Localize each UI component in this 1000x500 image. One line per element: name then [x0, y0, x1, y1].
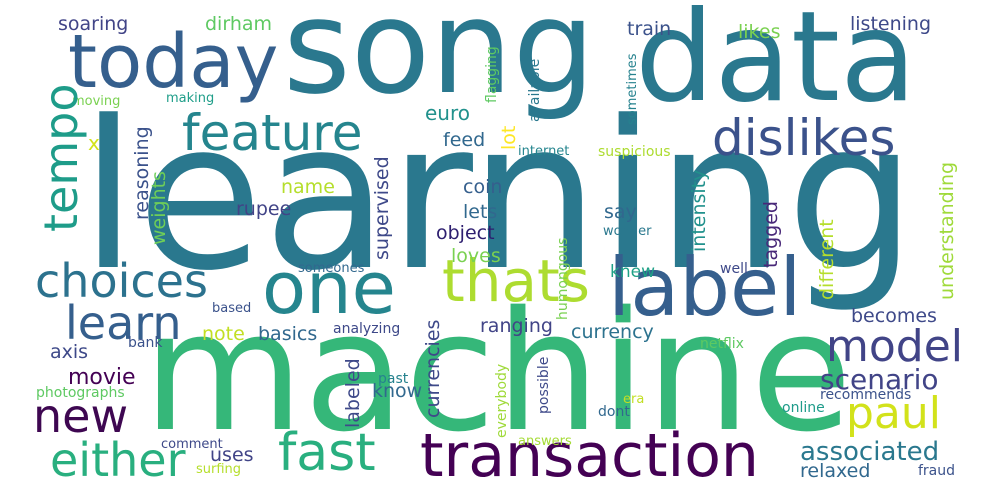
word-associated: associated	[800, 437, 940, 467]
word-today: today	[68, 19, 279, 105]
word-soaring: soaring	[58, 13, 129, 35]
word-feed: feed	[443, 129, 486, 151]
word-tempo: tempo	[34, 83, 88, 233]
word-surfing: surfing	[196, 462, 242, 477]
word-paul: paul	[846, 388, 942, 439]
word-model: model	[826, 321, 964, 372]
word-lets: lets	[463, 201, 498, 223]
word-axis: axis	[50, 341, 89, 363]
word-sometimes: sometimes	[625, 53, 640, 125]
word-basics: basics	[258, 323, 318, 345]
word-becomes: becomes	[851, 305, 937, 327]
word-one: one	[262, 246, 396, 330]
word-online: online	[782, 400, 825, 416]
word-suspicious: suspicious	[598, 144, 671, 160]
word-object: object	[436, 222, 495, 244]
word-transaction: transaction	[420, 421, 759, 491]
word-tagged: tagged	[760, 201, 782, 268]
word-analyzing: analyzing	[333, 321, 401, 337]
word-based: based	[212, 301, 252, 316]
word-dirham: dirham	[205, 13, 273, 35]
word-well: well	[720, 261, 748, 277]
word-wonder: wonder	[603, 224, 652, 239]
word-coin: coin	[463, 176, 503, 198]
word-photographs: photographs	[36, 385, 125, 401]
word-machine: machine	[143, 276, 853, 468]
word-comment: comment	[161, 437, 223, 452]
word-answers: answers	[518, 434, 572, 449]
word-data: data	[635, 0, 917, 130]
word-rupee: rupee	[236, 198, 292, 220]
word-new: new	[33, 389, 129, 443]
word-scenario: scenario	[820, 363, 939, 396]
word-bank: bank	[128, 335, 163, 351]
word-flagging: flagging	[484, 46, 500, 103]
word-understanding: understanding	[936, 161, 958, 300]
word-feature: feature	[182, 104, 363, 162]
word-likes: likes	[738, 21, 781, 43]
word-thats: thats	[442, 247, 591, 315]
word-recommends: recommends	[820, 387, 912, 403]
word-dont: dont	[598, 404, 630, 420]
word-movie: movie	[68, 365, 136, 390]
word-note: note	[202, 323, 245, 345]
word-relaxed: relaxed	[800, 460, 871, 482]
word-choices: choices	[35, 254, 208, 308]
word-say: say	[604, 201, 637, 223]
word-internet: internet	[518, 144, 570, 159]
word-label: label	[608, 241, 802, 334]
word-netflix: netflix	[700, 336, 744, 352]
word-knew: knew	[610, 262, 655, 282]
word-song: song	[283, 0, 596, 123]
word-train: train	[627, 18, 672, 40]
word-dislikes: dislikes	[712, 109, 896, 167]
word-supervised: supervised	[371, 156, 393, 260]
word-moving: moving	[72, 94, 121, 109]
word-loves: loves	[451, 245, 501, 267]
word-everybody: everybody	[494, 363, 510, 438]
word-learn: learn	[65, 296, 182, 350]
word-different: different	[816, 219, 838, 300]
word-fast: fast	[278, 423, 376, 483]
word-name: name	[281, 176, 335, 198]
word-euro: euro	[425, 101, 470, 125]
word-past: past	[378, 371, 409, 387]
word-possible: possible	[536, 356, 552, 414]
word-currencies: currencies	[422, 319, 444, 418]
word-someones: someones	[298, 261, 365, 276]
word-fraud: fraud	[918, 463, 956, 479]
word-x: x	[88, 131, 100, 155]
word-weights: weights	[148, 171, 170, 245]
word-uses: uses	[210, 444, 254, 466]
word-lot: lot	[498, 125, 520, 150]
word-learning: learning	[80, 78, 917, 316]
word-intensity: intensity	[688, 169, 710, 252]
word-making: making	[166, 91, 215, 106]
word-era: era	[623, 392, 645, 407]
word-either: either	[50, 433, 186, 487]
word-currency: currency	[571, 321, 654, 343]
word-humongous: humongous	[555, 237, 571, 320]
word-available: available	[527, 58, 543, 122]
word-labeled: labeled	[342, 358, 364, 428]
word-know: know	[372, 380, 423, 402]
word-ranging: ranging	[480, 315, 553, 337]
word-listening: listening	[850, 13, 932, 35]
